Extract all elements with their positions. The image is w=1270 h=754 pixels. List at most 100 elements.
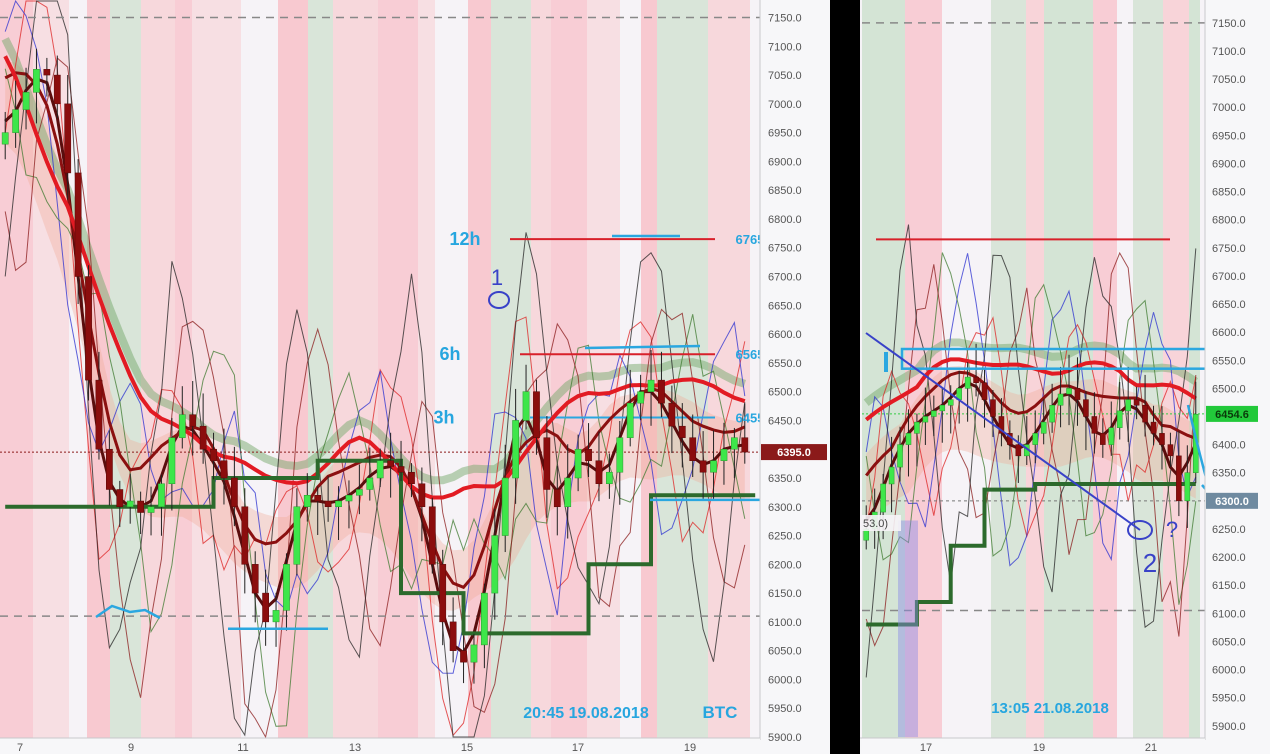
oscillator-line [865,252,1197,605]
bullish-candle [905,433,912,445]
bearish-candle [981,382,988,400]
bearish-candle [53,74,61,105]
left-thin-oscillator-lines [4,0,746,739]
background-band [991,0,1026,747]
level-price-label: 6765 [736,232,765,247]
y-tick-label: 6250.0 [1212,524,1246,536]
y-tick-label: 6700.0 [1212,271,1246,283]
y-tick-label: 6050.0 [768,646,802,658]
x-tick-label: 19 [684,742,696,754]
bullish-candle [12,109,19,133]
bullish-candle [1108,427,1115,445]
bullish-candle [1,132,9,145]
bullish-candle [376,460,384,479]
x-tick-label: 21 [1145,742,1157,754]
bullish-candle [947,399,954,406]
bearish-candle [74,172,82,277]
y-tick-label: 7100.0 [1212,46,1246,58]
background-band [551,0,587,747]
bearish-candle [262,592,269,623]
y-tick-label: 6650.0 [768,300,802,312]
price-badge-text: 6454.6 [1215,409,1249,421]
bullish-candle [964,376,971,389]
bullish-candle [1057,393,1064,406]
left-x-tick-labels: 7 9 11 13 15 17 19 [17,742,696,754]
right-candles [863,343,1199,550]
bullish-candle [647,379,655,392]
cloud-area [5,61,745,611]
bullish-candle [574,448,582,479]
y-tick-label: 6200.0 [768,559,802,571]
bullish-candle [470,644,478,663]
bearish-candle [418,483,426,508]
price-badge-text: 6300.0 [1215,496,1249,508]
moving-average [865,370,1197,477]
support-annotation-line [95,604,161,620]
bullish-candle [1049,404,1055,423]
background-band [1133,0,1163,747]
bearish-candle [387,460,394,467]
y-tick-label: 6950.0 [1212,130,1246,142]
fragment-label-bg [861,515,901,531]
bearish-candle [1091,416,1098,434]
bullish-candle [1125,399,1131,412]
price-badge [1206,492,1258,509]
y-tick-label: 6400.0 [1212,440,1246,452]
bullish-candle [931,410,937,417]
bullish-candle [710,460,717,473]
y-tick-label: 6100.0 [768,617,802,629]
bearish-candle [210,448,217,461]
x-tick-label: 17 [572,742,584,754]
bullish-candle [637,391,644,404]
bearish-candle [137,500,144,513]
bullish-candle [481,592,488,646]
bearish-candle [397,466,405,473]
background-band [1093,0,1117,747]
right-x-tick-labels: 17 19 21 [920,742,1157,754]
bearish-candle [585,448,592,461]
right-thin-oscillator-lines [865,224,1197,678]
bullish-candle [501,477,509,536]
background-band [278,0,308,747]
left-y-tick-labels: 5900.0 5950.0 6000.0 6050.0 6100.0 6150.0 6200… [768,13,802,744]
bearish-candle [543,437,551,490]
projection-arrow [1186,404,1212,493]
background-band [657,0,708,747]
last-price-text: 6395.0 [777,447,811,459]
y-tick-label: 6150.0 [1212,580,1246,592]
bullish-candle [888,466,895,485]
y-tick-label: 6100.0 [1212,608,1246,620]
y-tick-label: 7100.0 [768,41,802,53]
bearish-candle [658,379,665,404]
oscillator-line [4,0,746,674]
oscillator-line [4,57,746,739]
background-band [1026,0,1044,747]
bearish-candle [324,500,332,508]
bullish-candle [922,416,929,423]
bearish-candle [449,621,457,651]
bearish-candle [1150,421,1157,434]
x-tick-label: 7 [17,742,23,754]
y-tick-label: 6950.0 [768,128,802,140]
bearish-candle [1074,388,1081,400]
x-tick-label: 13 [349,742,361,754]
left-background-bands [0,0,750,747]
bullish-candle [168,437,176,484]
bullish-candle [720,448,728,461]
bullish-candle [626,402,634,438]
left-candles [1,48,749,684]
bullish-candle [335,500,342,508]
y-tick-label: 7150.0 [1212,18,1246,30]
bullish-candle [366,477,374,490]
bullish-candle [564,477,572,508]
y-tick-label: 6900.0 [1212,158,1246,170]
y-tick-label: 6000.0 [768,674,802,686]
handwritten-number: 2 [1143,548,1157,578]
bullish-candle [522,391,530,421]
bearish-candle [699,460,707,473]
background-band [491,0,531,747]
bearish-candle [1142,404,1148,423]
bullish-candle [272,610,280,623]
right-time-axis [860,738,1205,754]
